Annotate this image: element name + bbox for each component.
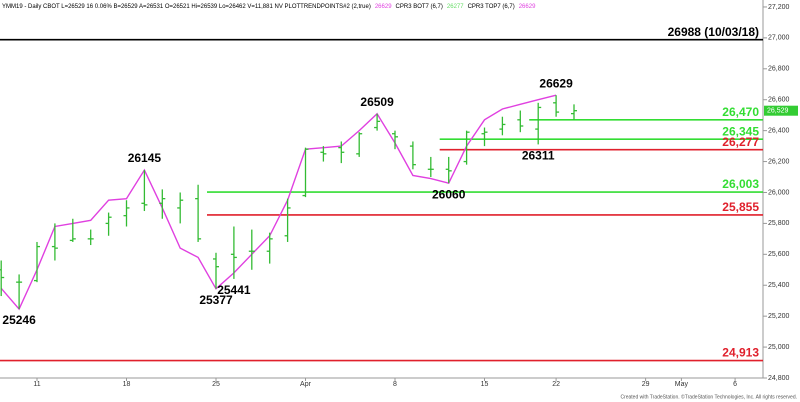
x-tick-label: 6 — [733, 381, 737, 388]
footer: Created with TradeStation. ©TradeStation… — [620, 393, 797, 400]
y-tick-label: 26,600 — [768, 97, 790, 104]
pivot-label: 26311 — [522, 149, 555, 163]
trend-line — [0, 94, 557, 311]
y-tick-label: 27,200 — [768, 4, 790, 11]
header-part: 26277 — [447, 4, 464, 10]
y-tick-label: 26,800 — [768, 66, 790, 73]
x-tick-label: May — [675, 381, 689, 388]
x-tick-label: 29 — [642, 381, 650, 388]
header-part: CPR3 BOT7 (6,7) — [396, 4, 443, 10]
level-label: 24,913 — [722, 346, 759, 360]
x-tick-label: 22 — [552, 381, 560, 388]
x-tick-label: 15 — [481, 381, 489, 388]
header-part: CPR3 TOP7 (6,7) — [468, 4, 515, 10]
y-tick-label: 25,800 — [768, 220, 790, 227]
level-label: 25,855 — [722, 200, 759, 214]
level-label: 26988 (10/03/18) — [668, 25, 759, 39]
last-price-box — [764, 105, 798, 116]
y-tick-label: 24,800 — [768, 375, 790, 382]
x-tick-label: 11 — [33, 381, 40, 388]
y-tick-label: 27,000 — [768, 35, 790, 42]
y-tick-label: 26,400 — [768, 127, 790, 134]
pivot-label: 26145 — [128, 151, 162, 165]
last-price-label: 26,529 — [767, 108, 789, 115]
header-part: YMM19 - Daily CBOT L=26529 16 0.06% B=26… — [2, 4, 371, 10]
level-label: 26,277 — [722, 135, 759, 149]
pivot-label: 25441 — [217, 283, 251, 297]
pivot-label: 26629 — [539, 76, 573, 90]
header-part: 26629 — [519, 4, 536, 10]
y-tick-label: 25,200 — [768, 313, 790, 320]
x-tick-label: Apr — [300, 381, 312, 388]
y-tick-label: 26,200 — [768, 158, 790, 165]
x-tick-label: 8 — [393, 381, 397, 388]
level-label: 26,003 — [722, 177, 759, 191]
level-label: 26,470 — [722, 105, 759, 119]
header-part: 26629 — [375, 4, 392, 10]
pivot-label: 26060 — [432, 187, 466, 201]
x-tick-label: 25 — [212, 381, 220, 388]
x-tick-label: 18 — [123, 381, 131, 388]
header: YMM19 - Daily CBOT L=26529 16 0.06% B=26… — [2, 4, 536, 10]
pivot-label: 25246 — [2, 313, 36, 327]
y-tick-label: 25,000 — [768, 344, 790, 351]
level-label: 26,345 — [722, 124, 759, 138]
pivot-label: 25377 — [199, 293, 233, 307]
pivot-label: 26509 — [360, 95, 394, 109]
y-tick-label: 26,000 — [768, 189, 790, 196]
y-tick-label: 25,600 — [768, 251, 790, 258]
y-tick-label: 25,400 — [768, 282, 790, 289]
